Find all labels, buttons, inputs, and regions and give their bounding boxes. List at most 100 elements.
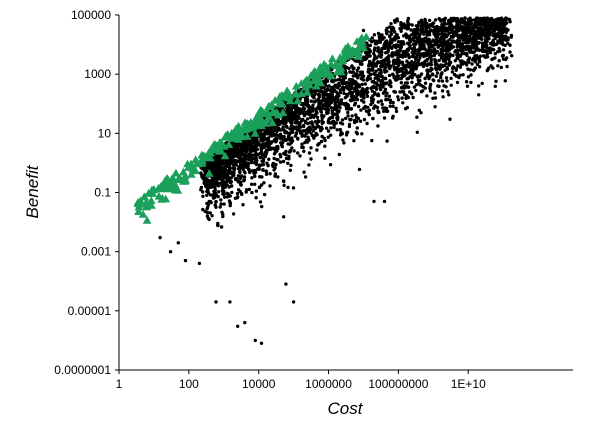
data-point	[307, 163, 311, 167]
data-point	[290, 146, 294, 150]
data-point	[493, 33, 497, 37]
y-tick-label: 0.0000001	[54, 363, 111, 377]
data-point	[372, 48, 377, 52]
data-point	[367, 108, 372, 113]
data-point	[328, 163, 333, 167]
data-point	[332, 125, 336, 130]
data-point	[236, 174, 241, 178]
data-point	[428, 42, 432, 46]
data-point	[261, 168, 265, 172]
data-point	[332, 67, 342, 76]
data-point	[224, 175, 228, 179]
data-point	[276, 128, 281, 132]
data-point	[227, 185, 231, 189]
data-point	[370, 89, 374, 93]
data-point	[478, 28, 483, 32]
data-point	[477, 58, 482, 63]
data-point	[208, 193, 213, 197]
data-point	[427, 18, 432, 23]
data-point	[264, 169, 268, 173]
data-point	[230, 151, 234, 156]
data-point	[308, 115, 313, 120]
data-point	[219, 198, 223, 202]
data-point	[466, 58, 470, 62]
data-point	[262, 181, 266, 185]
data-point	[286, 135, 291, 139]
data-point	[361, 32, 371, 41]
data-point	[344, 133, 349, 137]
data-point	[374, 42, 379, 46]
data-point	[394, 109, 399, 114]
data-point	[286, 161, 290, 165]
data-point	[457, 28, 461, 33]
data-point	[330, 97, 334, 101]
data-point	[197, 159, 207, 167]
data-point	[432, 30, 436, 35]
data-point	[345, 84, 349, 88]
data-point	[502, 29, 506, 33]
data-point	[309, 157, 313, 161]
data-point	[210, 214, 214, 218]
data-point	[437, 58, 441, 63]
data-point	[324, 126, 329, 130]
data-point	[269, 134, 273, 138]
data-point	[341, 82, 345, 86]
data-point	[431, 38, 435, 42]
data-point	[421, 63, 425, 67]
data-point	[356, 73, 361, 78]
data-point	[400, 69, 404, 73]
data-point	[410, 32, 414, 37]
data-point	[479, 34, 483, 38]
data-point	[395, 78, 399, 82]
data-point	[479, 16, 484, 21]
data-point	[259, 163, 264, 167]
data-point	[449, 26, 453, 30]
data-point	[365, 91, 369, 96]
data-point	[485, 35, 489, 39]
data-point	[465, 53, 469, 58]
data-point	[384, 106, 388, 111]
data-point	[351, 74, 355, 78]
data-point	[469, 73, 473, 77]
data-point	[440, 79, 445, 83]
data-point	[369, 86, 373, 91]
data-point	[380, 65, 385, 69]
data-point	[464, 38, 468, 43]
data-point	[292, 90, 301, 98]
data-point	[311, 103, 315, 107]
data-point	[238, 182, 243, 187]
data-point	[266, 128, 270, 132]
data-point	[415, 115, 419, 119]
data-point	[337, 109, 341, 113]
data-point	[360, 132, 364, 136]
data-point	[396, 98, 401, 102]
data-point	[466, 75, 471, 79]
data-point	[418, 33, 422, 37]
data-point	[509, 33, 514, 38]
data-point	[315, 111, 319, 115]
data-point	[281, 179, 286, 183]
data-point	[392, 66, 397, 71]
data-point	[389, 84, 393, 89]
data-point	[220, 171, 224, 175]
data-point	[319, 59, 329, 68]
data-point	[362, 55, 366, 59]
data-point	[457, 75, 461, 80]
data-point	[317, 102, 321, 107]
data-point	[279, 143, 284, 147]
data-point	[210, 140, 220, 149]
data-point	[344, 44, 354, 52]
data-point	[497, 59, 501, 63]
data-point	[289, 163, 293, 168]
data-point	[407, 61, 411, 65]
data-point	[485, 68, 489, 73]
data-point	[258, 200, 263, 204]
data-point	[202, 181, 206, 186]
data-point	[345, 102, 350, 107]
data-point	[483, 44, 487, 49]
data-point	[346, 106, 351, 111]
data-point	[358, 119, 363, 123]
data-point	[240, 146, 244, 150]
data-point	[254, 159, 259, 164]
data-point	[472, 33, 476, 38]
